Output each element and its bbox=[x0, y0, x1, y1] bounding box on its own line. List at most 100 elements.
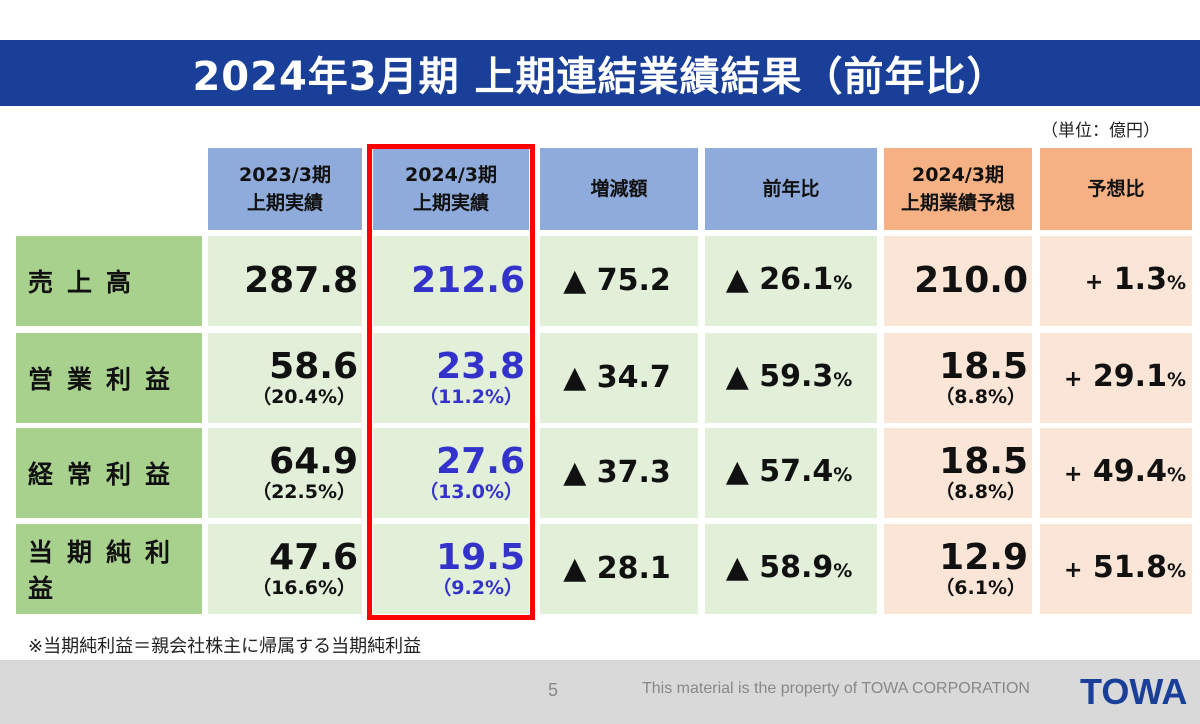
vs-forecast-value: + 29.1% bbox=[1064, 358, 1192, 399]
footnote: ※当期純利益＝親会社株主に帰属する当期純利益 bbox=[28, 636, 422, 657]
plus-sign: + bbox=[1064, 461, 1083, 487]
footer-bar bbox=[0, 660, 1200, 724]
page-number: 5 bbox=[548, 680, 559, 700]
ordinary-income-vs-cell: + 49.4% bbox=[1040, 428, 1192, 518]
operating-income-label-cell: 営業利益 bbox=[16, 333, 202, 423]
net-sales-yoy-cell: ▲ 26.1% bbox=[705, 236, 877, 326]
value: 12.9 bbox=[939, 537, 1028, 578]
net-sales-label-cell: 売上高 bbox=[16, 236, 202, 326]
plus-sign: + bbox=[1064, 557, 1083, 583]
net-sales-curr-cell: 212.6 bbox=[373, 236, 529, 326]
yoy-value: ▲ 57.4% bbox=[726, 453, 857, 494]
yoy-value: ▲ 58.9% bbox=[726, 549, 857, 590]
header-forecast-line2: 上期業績予想 bbox=[900, 192, 1015, 214]
operating-income-curr-cell: 23.8 （11.2%） bbox=[373, 333, 529, 423]
value: 210.0 bbox=[914, 260, 1028, 301]
net-income-yoy-cell: ▲ 58.9% bbox=[705, 524, 877, 614]
yoy-value: ▲ 59.3% bbox=[726, 358, 857, 399]
yoy-value: ▲ 26.1% bbox=[726, 261, 857, 302]
percent-unit: % bbox=[833, 368, 853, 391]
vs-forecast-number: 51.8 bbox=[1092, 549, 1167, 585]
diff-value: ▲ 37.3 bbox=[563, 455, 671, 490]
row-label: 営業利益 bbox=[28, 365, 185, 394]
operating-income-diff-cell: ▲ 34.7 bbox=[540, 333, 698, 423]
ordinary-income-yoy-cell: ▲ 57.4% bbox=[705, 428, 877, 518]
margin-value: （20.4%） bbox=[252, 386, 356, 408]
net-sales-forecast-cell: 210.0 bbox=[884, 236, 1032, 326]
ordinary-income-curr-cell: 27.6 （13.0%） bbox=[373, 428, 529, 518]
value: 58.6 bbox=[269, 346, 358, 387]
value: 212.6 bbox=[411, 260, 525, 301]
vs-forecast-value: + 51.8% bbox=[1064, 549, 1192, 590]
value: 287.8 bbox=[244, 260, 358, 301]
net-sales-prev-cell: 287.8 bbox=[208, 236, 362, 326]
yoy-number: ▲ 57.4 bbox=[725, 453, 834, 489]
net-sales-vs-cell: + 1.3% bbox=[1040, 236, 1192, 326]
margin-value: （8.8%） bbox=[935, 481, 1026, 503]
yoy-number: ▲ 26.1 bbox=[725, 261, 834, 297]
vs-forecast-value: + 49.4% bbox=[1064, 453, 1192, 494]
logo-text: TOWA bbox=[1080, 671, 1187, 712]
header-curr-line2: 上期実績 bbox=[412, 192, 489, 214]
margin-value: （11.2%） bbox=[419, 386, 523, 408]
percent-unit: % bbox=[833, 463, 853, 486]
header-diff: 増減額 bbox=[540, 148, 698, 230]
diff-value: ▲ 34.7 bbox=[563, 360, 671, 395]
net-income-forecast-cell: 12.9 （6.1%） bbox=[884, 524, 1032, 614]
ordinary-income-prev-cell: 64.9 （22.5%） bbox=[208, 428, 362, 518]
plus-sign: + bbox=[1064, 366, 1083, 392]
net-income-label-cell: 当期純利益 bbox=[16, 524, 202, 614]
yoy-number: ▲ 58.9 bbox=[725, 549, 834, 585]
unit-label: （単位：億円） bbox=[1041, 121, 1160, 141]
header-curr-actual: 2024/3期 上期実績 bbox=[373, 148, 529, 230]
vs-forecast-value: + 1.3% bbox=[1085, 261, 1192, 302]
header-vs-forecast: 予想比 bbox=[1040, 148, 1192, 230]
ordinary-income-forecast-cell: 18.5 （8.8%） bbox=[884, 428, 1032, 518]
page-title: 2024年3月期 上期連結業績結果（前年比） bbox=[0, 40, 1200, 106]
value: 19.5 bbox=[436, 537, 525, 578]
margin-value: （6.1%） bbox=[935, 577, 1026, 599]
margin-value: （13.0%） bbox=[419, 481, 523, 503]
net-income-diff-cell: ▲ 28.1 bbox=[540, 524, 698, 614]
header-prev-line2: 上期実績 bbox=[246, 192, 323, 214]
row-label: 経常利益 bbox=[28, 460, 185, 489]
percent-unit: % bbox=[833, 271, 853, 294]
copyright-text: This material is the property of TOWA CO… bbox=[642, 680, 1030, 697]
header-yoy: 前年比 bbox=[705, 148, 877, 230]
yoy-number: ▲ 59.3 bbox=[725, 358, 834, 394]
row-label: 当期純利益 bbox=[28, 538, 185, 603]
towa-logo: TOWA bbox=[1080, 671, 1187, 712]
operating-income-prev-cell: 58.6 （20.4%） bbox=[208, 333, 362, 423]
header-prev-actual: 2023/3期 上期実績 bbox=[208, 148, 362, 230]
percent-unit: % bbox=[1166, 368, 1186, 391]
percent-unit: % bbox=[1166, 463, 1186, 486]
vs-forecast-number: 49.4 bbox=[1092, 453, 1167, 489]
diff-value: ▲ 28.1 bbox=[563, 551, 671, 586]
operating-income-vs-cell: + 29.1% bbox=[1040, 333, 1192, 423]
vs-forecast-number: 1.3 bbox=[1113, 261, 1167, 297]
value: 18.5 bbox=[939, 346, 1028, 387]
diff-value: ▲ 75.2 bbox=[563, 263, 671, 298]
header-forecast-line1: 2024/3期 bbox=[911, 164, 1005, 186]
percent-unit: % bbox=[1166, 271, 1186, 294]
value: 18.5 bbox=[939, 441, 1028, 482]
header-prev-line1: 2023/3期 bbox=[238, 164, 332, 186]
margin-value: （8.8%） bbox=[935, 386, 1026, 408]
net-income-prev-cell: 47.6 （16.6%） bbox=[208, 524, 362, 614]
value: 64.9 bbox=[269, 441, 358, 482]
margin-value: （16.6%） bbox=[252, 577, 356, 599]
value: 27.6 bbox=[436, 441, 525, 482]
value: 23.8 bbox=[436, 346, 525, 387]
percent-unit: % bbox=[1166, 559, 1186, 582]
net-sales-diff-cell: ▲ 75.2 bbox=[540, 236, 698, 326]
margin-value: （22.5%） bbox=[252, 481, 356, 503]
ordinary-income-diff-cell: ▲ 37.3 bbox=[540, 428, 698, 518]
ordinary-income-label-cell: 経常利益 bbox=[16, 428, 202, 518]
margin-value: （9.2%） bbox=[432, 577, 523, 599]
row-label: 売上高 bbox=[28, 268, 146, 297]
operating-income-yoy-cell: ▲ 59.3% bbox=[705, 333, 877, 423]
percent-unit: % bbox=[833, 559, 853, 582]
value: 47.6 bbox=[269, 537, 358, 578]
net-income-curr-cell: 19.5 （9.2%） bbox=[373, 524, 529, 614]
operating-income-forecast-cell: 18.5 （8.8%） bbox=[884, 333, 1032, 423]
